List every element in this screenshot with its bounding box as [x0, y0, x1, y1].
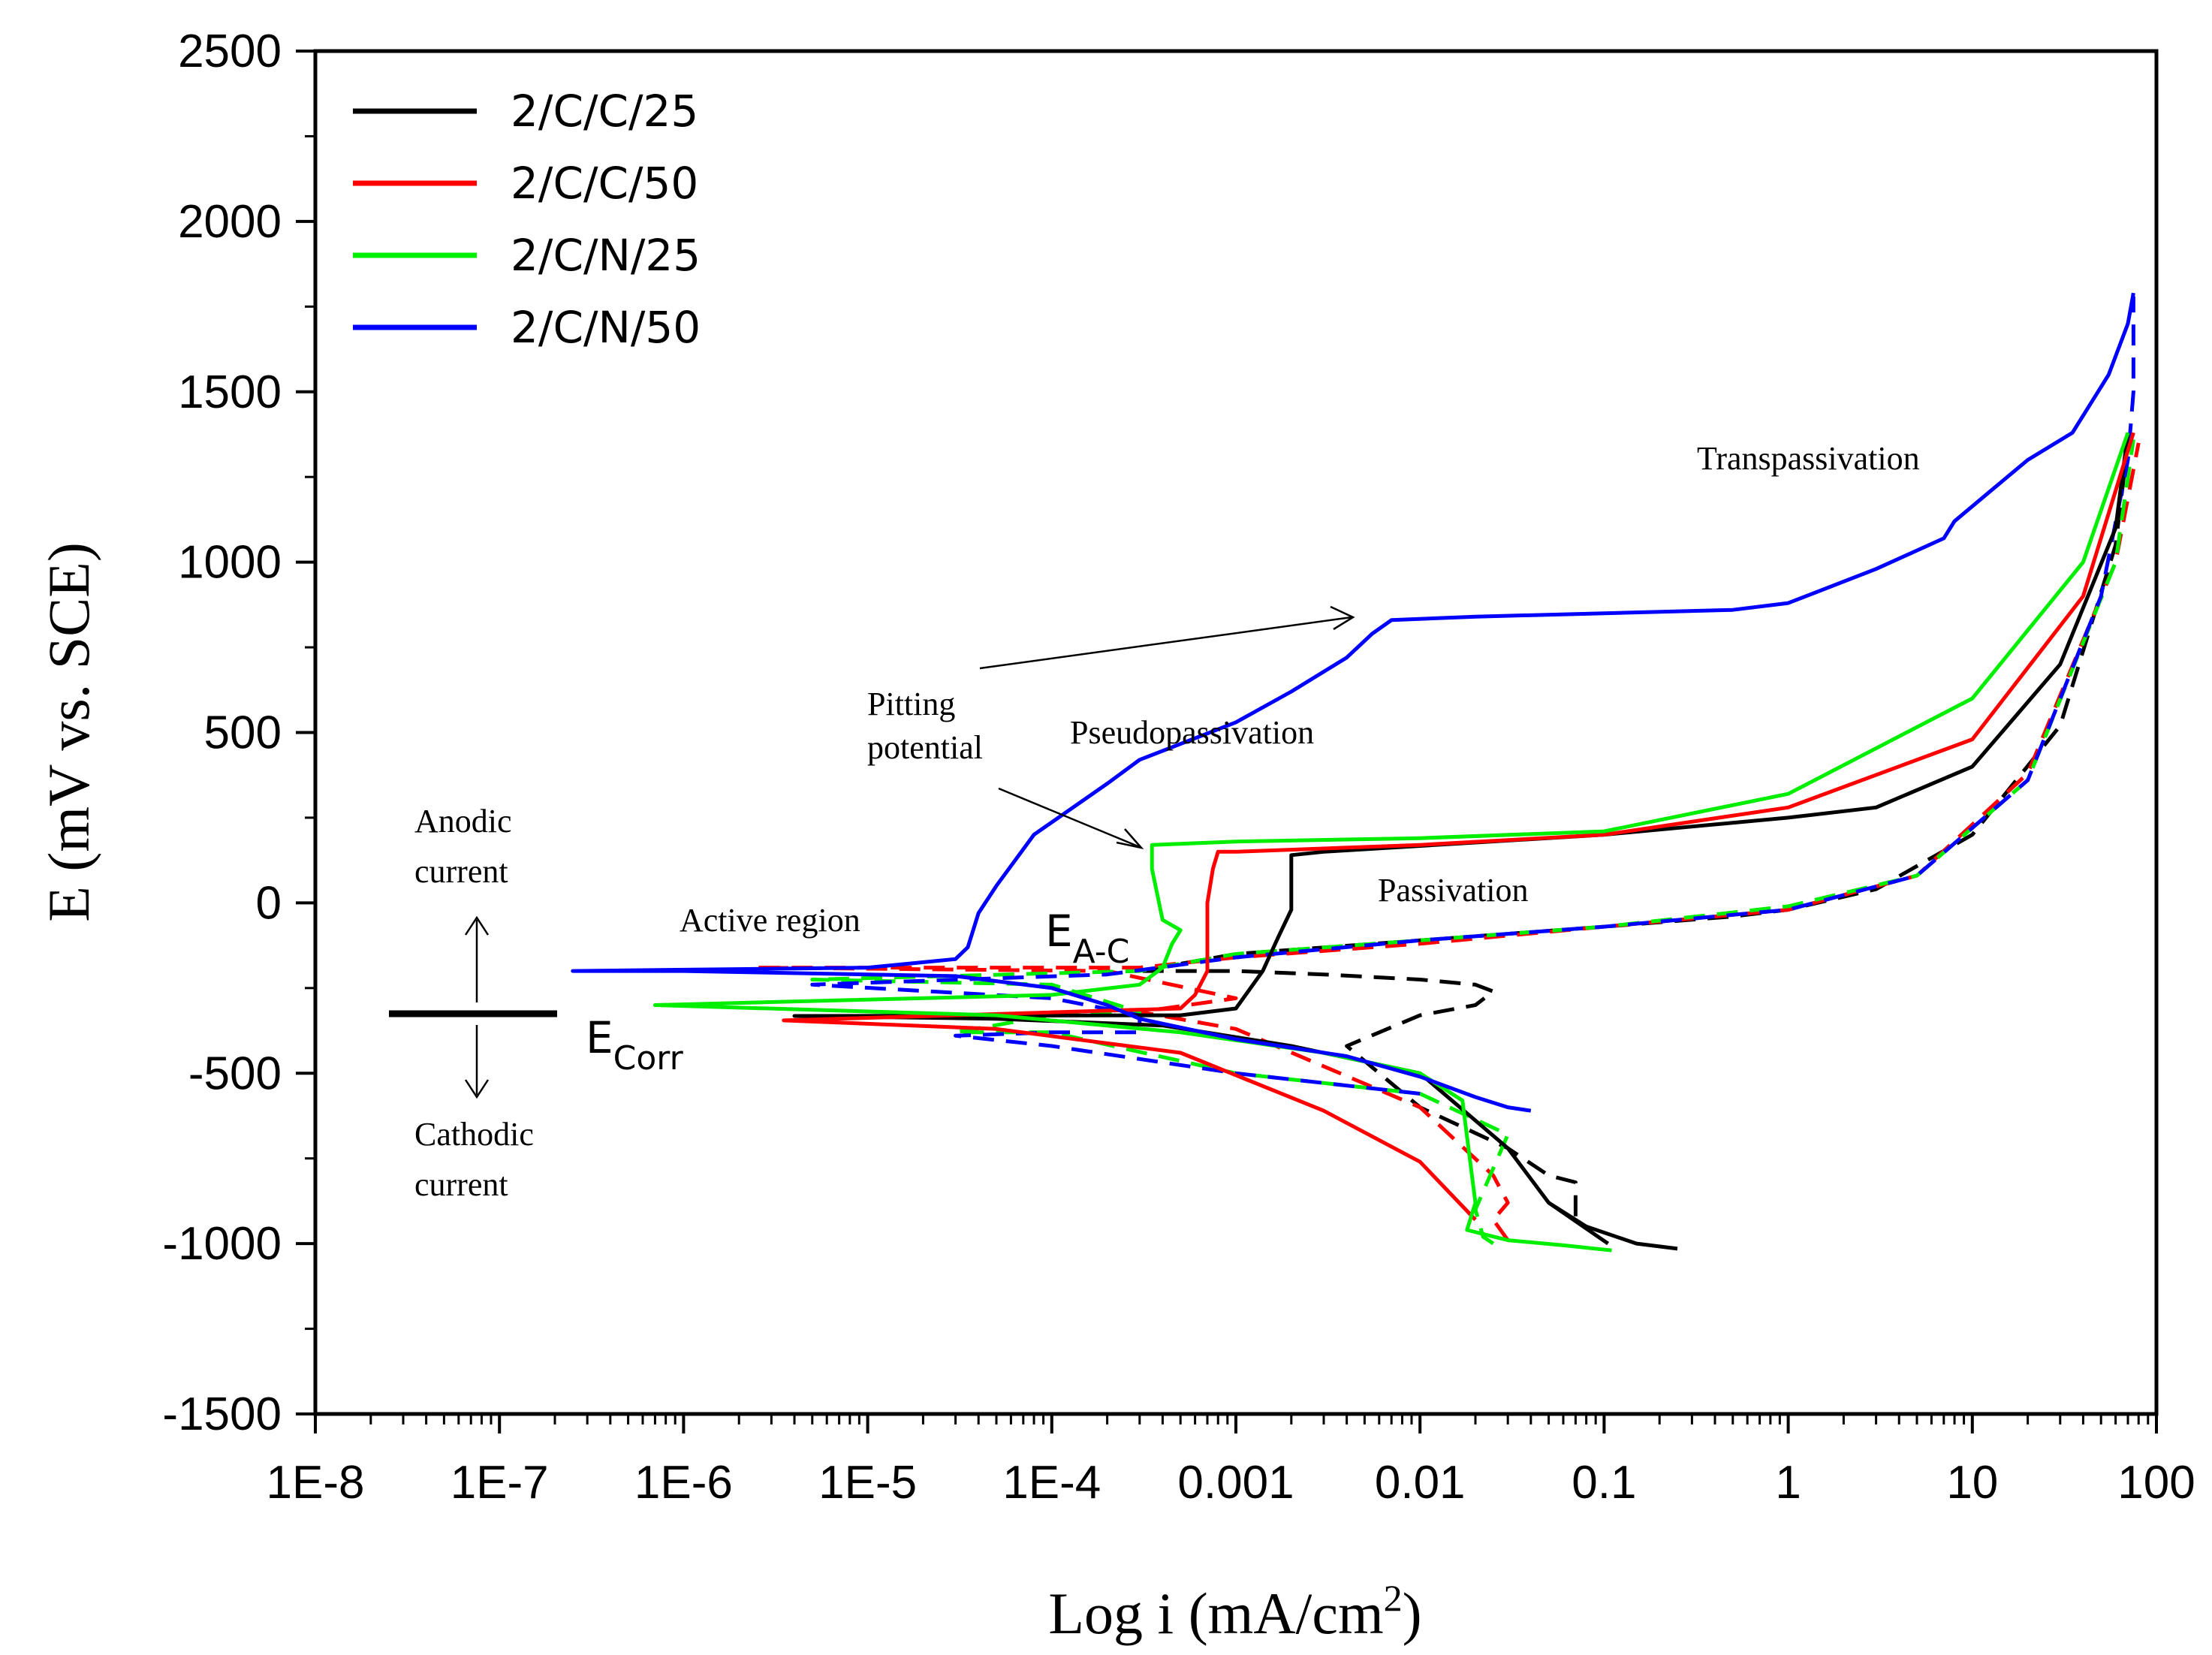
y-tick-label: 1000 [178, 537, 282, 589]
y-tick-label: 2500 [178, 26, 282, 77]
pitting-arrow-upper-head [1330, 605, 1355, 631]
y-tick-label: -1500 [162, 1388, 282, 1440]
series-layer [571, 292, 2141, 1253]
x-axis-title-close: ) [1403, 1581, 1422, 1646]
anno-pitting-line2: potential [867, 729, 983, 766]
series-line-2-c-n-25 [652, 432, 2130, 1253]
x-tick-label: 1E-8 [267, 1457, 365, 1509]
series-line-2-c-c-50 [782, 432, 2135, 1222]
x-tick-label: 1E-7 [451, 1457, 549, 1509]
series-line-tail-2-c-c-25 [1547, 1201, 1678, 1251]
x-tick-label: 1 [1775, 1457, 1801, 1509]
x-tick-label: 0.1 [1572, 1457, 1636, 1509]
legend-label-2-c-n-50: 2/C/N/50 [511, 302, 701, 353]
x-tick-label: 100 [2117, 1457, 2195, 1509]
anno-e-ac: EA-C [1045, 906, 1129, 971]
y-tick-label: 1500 [178, 366, 282, 418]
x-tick-label: 0.001 [1177, 1457, 1294, 1509]
pitting-arrow-lower [998, 787, 1141, 849]
anno-anodic-line2: current [414, 853, 508, 890]
x-tick-label: 10 [1946, 1457, 1998, 1509]
anno-e-corr-sub: Corr [613, 1039, 684, 1078]
anno-cathodic-line1: Cathodic [414, 1116, 534, 1153]
y-tick-label: 500 [204, 707, 282, 759]
y-axis-ticks: -1500 -1000 -500 0 500 1000 1500 2000 2500 [162, 26, 315, 1440]
anno-pseudopassivation: Pseudopassivation [1070, 714, 1314, 751]
pitting-arrow-upper [979, 616, 1352, 670]
anno-e-ac-main: E [1045, 906, 1073, 957]
x-axis-title: Log i (mA/cm2) [1048, 1577, 1421, 1646]
anno-e-ac-sub: A-C [1073, 933, 1130, 971]
y-tick-label: 2000 [178, 196, 282, 248]
x-axis-title-sup: 2 [1384, 1577, 1403, 1619]
series-line-dashed-2-c-n-50 [810, 296, 2135, 1096]
legend-label-2-c-c-25: 2/C/C/25 [511, 86, 698, 137]
anno-e-corr: ECorr [586, 1012, 684, 1078]
y-axis-title: E (mV vs. SCE) [36, 542, 101, 922]
cathodic-arrowhead [464, 1079, 490, 1099]
y-tick-label: 0 [256, 877, 282, 929]
x-axis-title-main: Log i (mA/cm [1048, 1581, 1383, 1646]
x-tick-label: 1E-4 [1002, 1457, 1101, 1509]
x-axis-ticks: 1E-8 1E-7 1E-6 1E-5 1E-4 0.001 0.01 0.1 1 10 100 [267, 1414, 2195, 1509]
y-tick-label: -500 [188, 1048, 282, 1099]
legend-label-2-c-n-25: 2/C/N/25 [511, 230, 701, 281]
anno-anodic-line1: Anodic [414, 803, 512, 840]
x-tick-label: 1E-5 [818, 1457, 917, 1509]
legend: 2/C/C/25 2/C/C/50 2/C/N/25 2/C/N/50 [353, 86, 701, 353]
pitting-arrow-lower-head [1116, 828, 1144, 850]
y-tick-label: -1000 [162, 1218, 282, 1270]
series-line-dashed-2-c-n-25 [810, 439, 2135, 1246]
x-tick-label: 0.01 [1375, 1457, 1466, 1509]
series-line-dashed-2-c-c-25 [1138, 442, 2130, 1216]
anno-transpassivation: Transpassivation [1697, 440, 1920, 477]
anno-passivation: Passivation [1378, 872, 1528, 909]
anno-active-region: Active region [680, 902, 860, 939]
anodic-arrowhead [464, 915, 490, 936]
legend-label-2-c-c-50: 2/C/C/50 [511, 158, 698, 209]
series-line-2-c-n-50 [571, 292, 2135, 1113]
anno-pitting-line1: Pitting [867, 686, 955, 722]
annotations: Transpassivation Pitting potential Pseud… [389, 440, 1920, 1203]
x-tick-label: 1E-6 [634, 1457, 733, 1509]
anno-cathodic-line2: current [414, 1166, 508, 1203]
anno-e-corr-main: E [586, 1012, 613, 1063]
